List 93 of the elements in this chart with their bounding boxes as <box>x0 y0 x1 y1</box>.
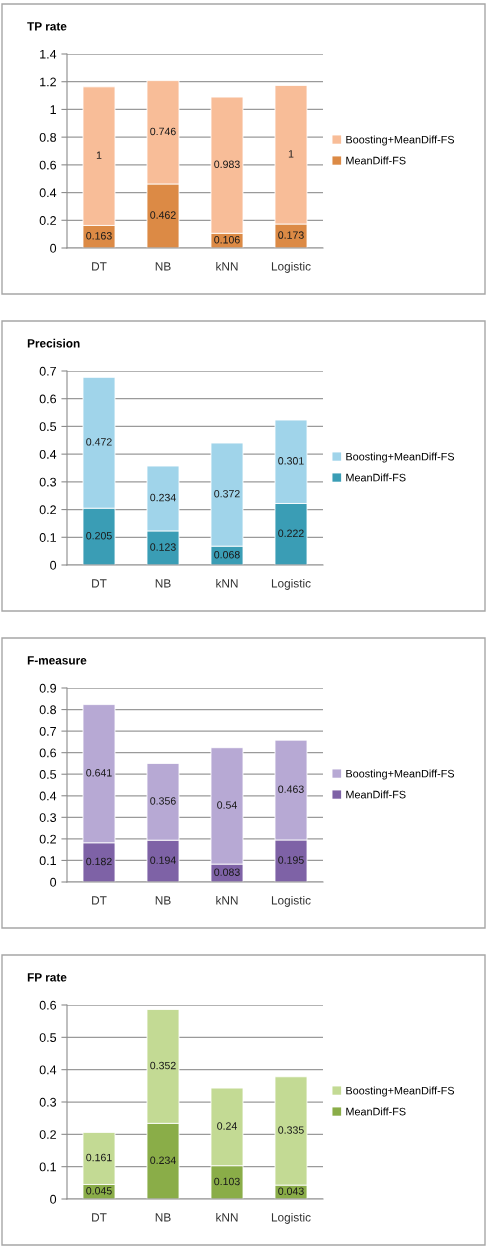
x-tick-label: NB <box>155 262 171 271</box>
y-tick-label: 0.7 <box>39 366 56 376</box>
data-label: 0.746 <box>150 127 176 136</box>
chart-title: TP rate <box>27 22 67 31</box>
y-tick-label: 0.3 <box>39 813 57 822</box>
data-label: 1 <box>96 151 102 159</box>
y-tick-label: 0 <box>50 1194 57 1204</box>
y-tick-label: 0.8 <box>39 132 57 142</box>
data-label: 0.301 <box>278 457 304 465</box>
data-label: 0.123 <box>150 543 176 551</box>
y-tick-label: 0.5 <box>39 770 57 779</box>
legend-label: MeanDiff-FS <box>346 790 406 799</box>
x-tick-label: DT <box>92 579 107 588</box>
data-label: 0.472 <box>86 438 112 446</box>
y-tick-label: 0.1 <box>39 533 56 542</box>
data-label: 0.356 <box>150 797 176 805</box>
y-tick-label: 0.1 <box>39 856 56 866</box>
y-tick-label: 0.9 <box>39 683 56 693</box>
y-tick-label: 0.3 <box>39 1097 57 1107</box>
data-label: 0.195 <box>278 856 304 864</box>
y-tick-label: 0 <box>50 560 57 570</box>
y-tick-label: 1 <box>50 105 56 114</box>
x-tick-label: NB <box>155 1213 171 1222</box>
y-tick-label: 0.2 <box>39 834 56 844</box>
legend-label: Boosting+MeanDiff-FS <box>346 1086 455 1097</box>
data-label: 0.163 <box>86 232 112 240</box>
y-tick-label: 0.5 <box>39 1033 57 1042</box>
data-label: 0.983 <box>214 160 240 169</box>
legend-label: MeanDiff-FS <box>346 156 406 165</box>
x-tick-label: DT <box>92 1213 107 1222</box>
data-label: 0.068 <box>214 550 240 559</box>
y-tick-label: 0 <box>50 877 57 887</box>
x-tick-label: Logistic <box>271 895 311 907</box>
data-label: 0.205 <box>86 531 112 540</box>
data-label: 0.463 <box>278 785 304 793</box>
y-tick-label: 0.2 <box>39 505 56 515</box>
y-tick-label: 0.1 <box>39 1162 56 1172</box>
y-tick-label: 0.6 <box>39 748 57 758</box>
y-tick-label: 1.4 <box>40 49 57 59</box>
y-tick-label: 0.2 <box>39 216 56 225</box>
y-tick-label: 0.3 <box>39 477 57 487</box>
x-tick-label: NB <box>155 579 171 588</box>
legend-label: MeanDiff-FS <box>346 1107 406 1116</box>
legend-label: Boosting+MeanDiff-FS <box>346 452 455 463</box>
chart-title: Precision <box>27 338 80 348</box>
x-tick-label: kNN <box>216 1212 238 1222</box>
x-tick-label: Logistic <box>271 1212 311 1224</box>
data-label: 0.182 <box>86 857 112 866</box>
data-label: 0.194 <box>150 856 176 864</box>
x-tick-label: kNN <box>216 261 238 271</box>
y-tick-label: 0.2 <box>39 1130 56 1139</box>
data-label: 0.352 <box>150 1061 176 1070</box>
data-label: 0.161 <box>86 1153 112 1162</box>
x-tick-label: DT <box>92 262 107 271</box>
y-tick-label: 0.7 <box>39 726 56 736</box>
y-tick-label: 0.6 <box>39 394 57 404</box>
y-tick-label: 0.6 <box>39 160 57 170</box>
data-label: 0.234 <box>150 1156 176 1164</box>
data-label: 0.24 <box>217 1122 237 1130</box>
data-label: 0.045 <box>86 1187 112 1195</box>
x-tick-label: kNN <box>216 578 238 588</box>
x-tick-label: kNN <box>216 895 238 905</box>
data-label: 0.106 <box>214 236 240 244</box>
legend-label: Boosting+MeanDiff-FS <box>346 769 455 780</box>
data-label: 0.462 <box>150 211 176 219</box>
legend-label: Boosting+MeanDiff-FS <box>346 135 455 146</box>
data-label: 0.083 <box>214 868 240 876</box>
y-tick-label: 0.4 <box>39 188 57 198</box>
x-tick-label: Logistic <box>271 261 311 273</box>
data-label: 0.173 <box>278 231 304 239</box>
y-tick-label: 0.4 <box>39 449 57 459</box>
y-tick-label: 1.2 <box>40 77 56 87</box>
data-label: 0.335 <box>278 1126 304 1134</box>
y-tick-label: 0.8 <box>39 705 57 715</box>
chart-title: FP rate <box>27 973 67 982</box>
y-tick-label: 0.4 <box>39 791 57 801</box>
chart-title: F-measure <box>27 656 87 665</box>
x-tick-label: NB <box>155 896 171 905</box>
data-label: 0.043 <box>278 1187 304 1195</box>
y-tick-label: 0.6 <box>39 1000 57 1010</box>
data-label: 0.222 <box>278 529 304 538</box>
x-tick-label: Logistic <box>271 578 311 590</box>
y-tick-label: 0 <box>50 243 57 253</box>
data-label: 0.234 <box>150 493 176 502</box>
data-label: 0.641 <box>86 769 112 777</box>
y-tick-label: 0.5 <box>39 422 57 432</box>
data-label: 1 <box>288 150 294 158</box>
y-tick-label: 0.4 <box>39 1065 57 1075</box>
legend-label: MeanDiff-FS <box>346 473 406 482</box>
data-label: 0.54 <box>217 801 237 809</box>
x-tick-label: DT <box>92 896 107 905</box>
data-label: 0.372 <box>214 489 240 498</box>
data-label: 0.103 <box>214 1177 240 1186</box>
